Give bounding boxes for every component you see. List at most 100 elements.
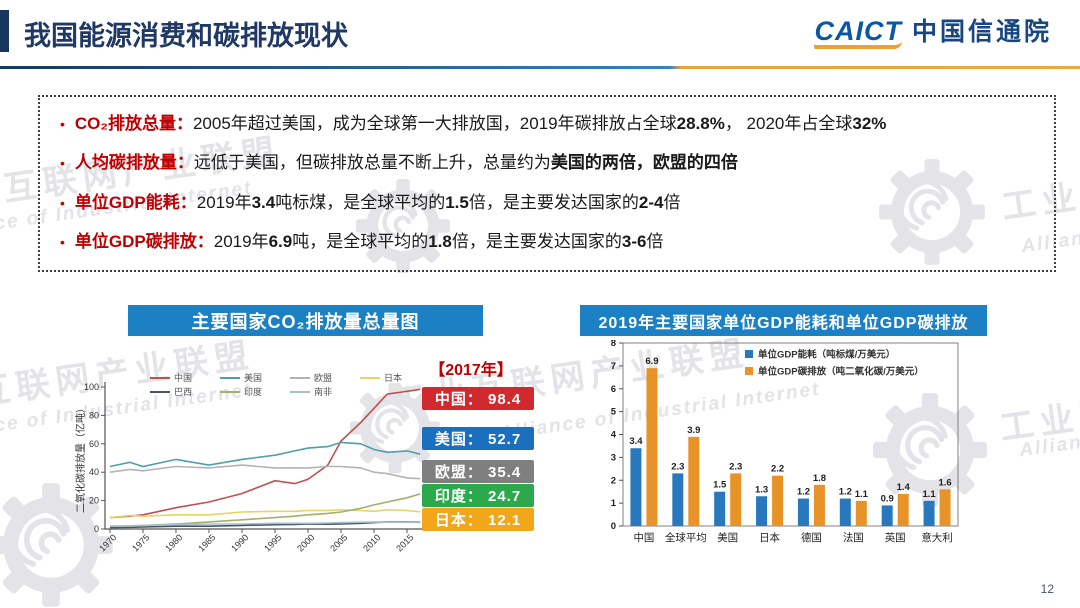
- bar-英国-0: [881, 505, 893, 526]
- bar-category-label: 中国: [633, 531, 654, 544]
- svg-text:20: 20: [89, 496, 99, 506]
- bullet-segment: 28.8%: [676, 114, 725, 134]
- svg-text:1995: 1995: [262, 532, 283, 553]
- bar-美国-0: [714, 491, 726, 526]
- gdp-intensity-chart-panel: 2019年主要国家单位GDP能耗和单位GDP碳排放 0 1 2 3 4 5 6 7 8 中国 3.4…: [578, 300, 1006, 590]
- svg-text:1: 1: [611, 498, 617, 509]
- bullet-segment: 倍: [646, 231, 664, 251]
- line-series-欧盟: [109, 464, 421, 480]
- svg-text:6: 6: [611, 384, 616, 395]
- line-series-南非: [109, 521, 421, 527]
- bar-德国-1: [813, 484, 825, 526]
- bar-日本-1: [772, 475, 784, 526]
- bar-英国-1: [897, 493, 909, 526]
- value-badge-印度: 印度： 24.7: [422, 484, 534, 507]
- svg-text:80: 80: [89, 410, 99, 420]
- bullet-text: 人均碳排放量：远低于美国，但碳排放总量不断上升，总量约为美国的两倍，欧盟的四倍: [75, 152, 738, 175]
- bullet-segment: 倍: [663, 192, 681, 212]
- bullet-segment: 倍，是主要发达国家的: [468, 192, 639, 212]
- line-series-中国: [109, 388, 421, 519]
- value-badge-日本: 日本： 12.1: [422, 508, 534, 531]
- bullet-dot-icon: •: [60, 233, 65, 250]
- bar-category-label: 全球平均: [665, 531, 707, 544]
- svg-text:1990: 1990: [229, 532, 250, 553]
- summary-bullet-3: • 单位GDP碳排放：2019年6.9吨，是全球平均的1.8倍，是主要发达国家的3…: [56, 231, 1038, 254]
- caict-logo-name: 中国信通院: [911, 18, 1052, 46]
- bar-value-label: 1.2: [839, 487, 852, 498]
- svg-text:100: 100: [84, 382, 99, 392]
- bar-legend-item-1: 单位GDP碳排放（吨二氧化碳/万美元）: [758, 366, 924, 378]
- svg-text:3: 3: [611, 452, 616, 463]
- bar-德国-0: [797, 498, 809, 526]
- title-accent-bar: [0, 10, 9, 52]
- svg-text:0: 0: [94, 524, 99, 534]
- page-number: 12: [1040, 582, 1054, 596]
- value-badge-中国: 中国： 98.4: [422, 387, 534, 410]
- bar-value-label: 6.9: [645, 356, 658, 367]
- bar-value-label: 1.2: [797, 487, 810, 498]
- bullet-dot-icon: •: [60, 155, 65, 172]
- bullet-text: CO₂排放总量：2005年超过美国，成为全球第一大排放国，2019年碳排放占全球…: [75, 113, 886, 136]
- value-badge-欧盟: 欧盟： 35.4: [422, 460, 534, 483]
- bar-category-label: 德国: [801, 531, 822, 544]
- bullet-segment: 远低于美国，但碳排放总量不断上升，总量约为: [193, 153, 551, 173]
- bar-日本-0: [756, 496, 768, 526]
- bullet-text: 单位GDP碳排放：2019年6.9吨，是全球平均的1.8倍，是主要发达国家的3-…: [75, 231, 664, 254]
- bullet-label: CO₂排放总量：: [74, 114, 193, 134]
- bullet-segment: 2019年: [196, 192, 252, 212]
- bar-value-label: 1.4: [897, 482, 911, 493]
- bar-value-label: 2.2: [771, 464, 784, 475]
- bar-legend-item-0: 单位GDP能耗（吨标煤/万美元）: [758, 349, 895, 361]
- bullet-segment: 倍，是主要发达国家的: [451, 231, 622, 251]
- bar-value-label: 2.3: [729, 461, 742, 472]
- bullet-label: 单位GDP碳排放：: [74, 231, 214, 251]
- legend-item-美国: 美国: [244, 372, 262, 383]
- svg-text:2000: 2000: [295, 532, 316, 553]
- svg-text:1985: 1985: [196, 532, 217, 553]
- svg-text:2010: 2010: [361, 532, 382, 553]
- bar-value-label: 3.9: [687, 425, 700, 436]
- bar-全球平均-0: [672, 473, 684, 526]
- svg-text:60: 60: [89, 439, 99, 449]
- legend-item-巴西: 巴西: [174, 387, 192, 397]
- bullet-segment: 6.9: [268, 231, 293, 251]
- bar-value-label: 1.1: [922, 489, 936, 500]
- svg-text:4: 4: [611, 430, 617, 441]
- right-chart-title: 2019年主要国家单位GDP能耗和单位GDP碳排放: [580, 305, 987, 336]
- svg-text:二氧化碳排放量（亿吨）: 二氧化碳排放量（亿吨）: [74, 403, 87, 513]
- bar-美国-1: [730, 473, 742, 526]
- bar-value-label: 1.8: [813, 473, 826, 484]
- caict-logo: CAICT 中国信通院: [814, 18, 1052, 49]
- bullet-text: 单位GDP能耗：2019年3.4吨标煤，是全球平均的1.5倍，是主要发达国家的2…: [75, 192, 681, 215]
- bar-中国-1: [646, 368, 658, 526]
- bullet-label: 单位GDP能耗：: [74, 192, 197, 212]
- svg-text:2005: 2005: [328, 532, 349, 553]
- bullet-segment: 2019年: [213, 231, 269, 251]
- bar-法国-1: [855, 500, 867, 526]
- bar-value-label: 1.5: [713, 480, 727, 491]
- bar-value-label: 1.6: [938, 477, 951, 488]
- legend-item-中国: 中国: [174, 372, 192, 383]
- legend-item-南非: 南非: [314, 386, 332, 397]
- bullet-segment: 3.4: [251, 192, 276, 212]
- bar-value-label: 0.9: [881, 493, 894, 504]
- svg-text:40: 40: [89, 467, 99, 477]
- bullet-segment: 2005年超过美国，成为全球第一大排放国，2019年碳排放占全球: [192, 114, 677, 134]
- summary-bullet-1: • 人均碳排放量：远低于美国，但碳排放总量不断上升，总量约为美国的两倍，欧盟的四倍: [56, 152, 1038, 175]
- bar-value-label: 3.4: [629, 436, 643, 447]
- bullet-segment: 吨标煤，是全球平均的: [275, 192, 446, 212]
- svg-text:1980: 1980: [163, 532, 184, 553]
- co2-total-chart-panel: 主要国家CO₂排放量总量图 0 20 40 60 80 100 1970 1975 1980 19…: [72, 300, 550, 590]
- bar-category-label: 意大利: [921, 531, 953, 544]
- bullet-segment: 吨，是全球平均的: [292, 231, 429, 251]
- bullet-segment: 2-4: [638, 192, 664, 212]
- bullet-segment: 1.8: [428, 231, 452, 251]
- svg-text:5: 5: [611, 407, 617, 418]
- bar-category-label: 法国: [843, 531, 864, 544]
- summary-bullet-2: • 单位GDP能耗：2019年3.4吨标煤，是全球平均的1.5倍，是主要发达国家的…: [56, 192, 1038, 215]
- left-chart-title: 主要国家CO₂排放量总量图: [128, 305, 483, 336]
- line-series-日本: [109, 508, 421, 519]
- bar-category-label: 日本: [759, 531, 780, 544]
- bar-意大利-1: [939, 489, 951, 526]
